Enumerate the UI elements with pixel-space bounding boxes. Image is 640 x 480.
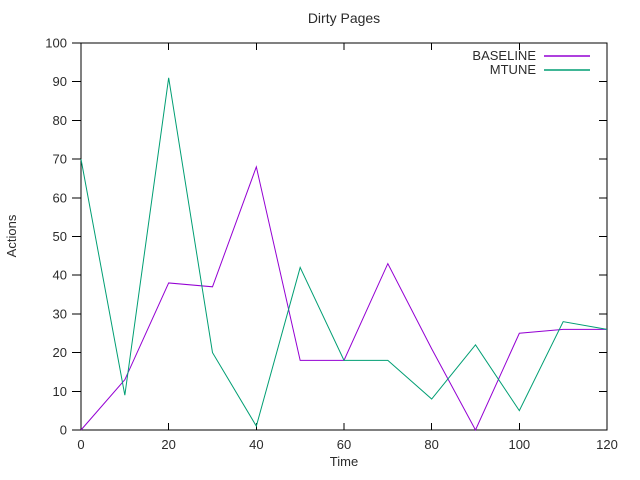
series-line-mtune (80, 77, 608, 428)
y-tick-label: 70 (53, 152, 67, 167)
x-tick-label: 60 (337, 437, 351, 452)
data-series (80, 77, 608, 432)
y-tick-label: 50 (53, 229, 67, 244)
chart-title: Dirty Pages (308, 10, 380, 26)
legend-label-mtune: MTUNE (490, 62, 537, 77)
y-tick-label: 100 (45, 36, 67, 51)
y-tick-label: 60 (53, 190, 67, 205)
x-tick-label: 100 (508, 437, 530, 452)
y-tick-label: 10 (53, 384, 67, 399)
x-tick-label: 0 (77, 437, 84, 452)
x-tick-label: 120 (596, 437, 618, 452)
y-tick-label: 80 (53, 113, 67, 128)
y-tick-label: 40 (53, 268, 67, 283)
axis-ticks (72, 42, 608, 431)
axis-tick-labels: 0 20 40 60 80 100 120 0 10 20 30 40 50 60 70 80 90 100 (45, 36, 618, 453)
y-axis-label: Actions (4, 214, 19, 257)
x-axis-label: Time (330, 454, 358, 469)
y-tick-label: 20 (53, 345, 67, 360)
plot-border (80, 42, 608, 431)
x-tick-label: 40 (249, 437, 263, 452)
legend-label-baseline: BASELINE (472, 48, 536, 63)
x-tick-label: 20 (161, 437, 175, 452)
y-tick-label: 0 (60, 423, 67, 438)
y-tick-label: 30 (53, 306, 67, 321)
series-line-baseline (80, 165, 607, 432)
y-tick-label: 90 (53, 74, 67, 89)
x-tick-label: 80 (424, 437, 438, 452)
